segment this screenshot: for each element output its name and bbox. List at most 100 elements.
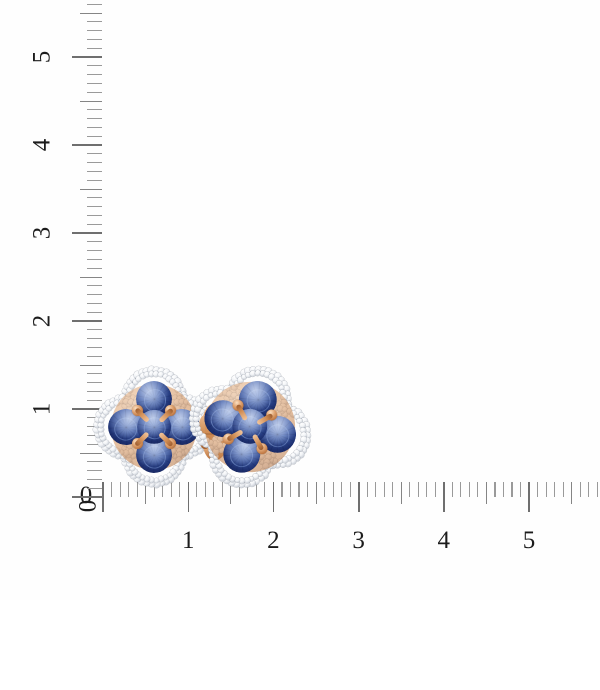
v-tick-mm [87,470,102,472]
h-tick-mm [332,482,334,497]
v-tick-half [80,188,102,190]
pave-diamond [94,431,102,438]
pave-diamond [162,373,169,380]
pave-diamond [143,367,150,375]
h-tick-mm [204,482,206,497]
v-tick-mm [87,38,102,40]
h-tick-mm [579,482,581,497]
v-tick-mm [87,162,102,164]
v-tick-mm [87,109,102,111]
pave-diamond [96,436,103,443]
pave-diamond [97,421,104,428]
pave-diamond [172,382,179,389]
h-tick-mm [179,482,181,497]
h-tick-mm [128,482,130,497]
h-tick-mm [255,482,257,497]
v-tick-mm [87,153,102,155]
v-tick-mm [87,135,102,137]
h-tick-mm [349,482,351,497]
h-tick-major [528,482,530,512]
pave-diamond [147,366,156,374]
pave-diamond [97,426,104,433]
h-ruler-label: 1 [181,527,195,554]
h-tick-mm [477,482,479,497]
h-tick-mm [511,482,513,497]
pave-diamond [144,372,150,378]
pave-diamond [186,395,194,403]
v-tick-mm [87,30,102,32]
pave-diamond [153,477,159,483]
pave-diamond [135,375,142,382]
pave-diamond [177,383,184,390]
v-tick-mm [87,346,102,348]
v-tick-major [72,144,102,146]
pave-diamond [167,371,174,379]
v-tick-mm [87,82,102,84]
v-tick-mm [87,355,102,357]
h-tick-half [145,482,147,504]
pave-diamond [124,382,132,390]
pave-diamond [188,400,195,407]
pave-diamond [152,480,161,488]
h-tick-half [230,482,232,504]
h-tick-major [187,482,190,512]
h-tick-mm [196,482,198,497]
v-tick-mm [87,461,102,463]
pave-diamond [148,477,155,484]
pave-diamond [133,371,141,379]
pave-diamond [124,464,131,471]
h-tick-mm [170,482,172,497]
h-tick-mm [366,482,368,497]
pave-diamond [158,367,165,375]
v-tick-mm [87,179,102,181]
v-tick-major [72,232,102,234]
h-ruler-label: 2 [267,527,280,554]
pave-diamond [129,382,136,389]
h-tick-major [358,482,360,512]
pave-diamond [148,370,155,377]
v-tick-mm [87,47,102,49]
h-tick-mm [460,482,462,497]
v-tick-mm [87,3,102,5]
v-tick-half [80,276,102,278]
v-tick-major [72,496,102,498]
h-tick-mm [434,482,436,497]
pave-diamond [122,387,130,395]
h-tick-mm [375,482,377,497]
pave-diamond [178,459,186,467]
h-tick-mm [289,482,292,497]
h-tick-mm [162,482,164,497]
h-tick-mm [324,482,326,497]
pave-diamond [132,379,138,385]
h-tick-mm [409,482,411,497]
v-tick-mm [87,21,102,23]
pave-diamond [178,387,186,395]
h-tick-mm [221,482,223,497]
h-ruler-label: 0 [80,483,93,508]
v-tick-mm [87,241,102,243]
h-tick-major [443,482,445,512]
pave-diamond [188,448,194,454]
pave-diamond [153,366,160,374]
h-ruler-label: 4 [437,527,451,554]
h-tick-mm [383,482,385,497]
h-tick-mm [519,482,522,497]
h-tick-mm [588,482,590,497]
v-tick-mm [87,267,102,269]
v-tick-mm [87,118,102,120]
h-tick-mm [596,482,598,497]
pave-diamond [171,374,178,382]
v-tick-half [80,452,102,454]
h-tick-mm [298,482,300,497]
pave-diamond [143,479,150,487]
v-tick-half [80,12,102,14]
h-tick-half [485,482,487,504]
v-tick-mm [87,302,102,304]
v-tick-mm [87,65,102,67]
h-tick-mm [537,482,539,497]
pave-diamond [176,464,184,472]
v-tick-mm [87,74,102,76]
v-tick-mm [87,399,102,401]
v-tick-mm [87,443,102,445]
